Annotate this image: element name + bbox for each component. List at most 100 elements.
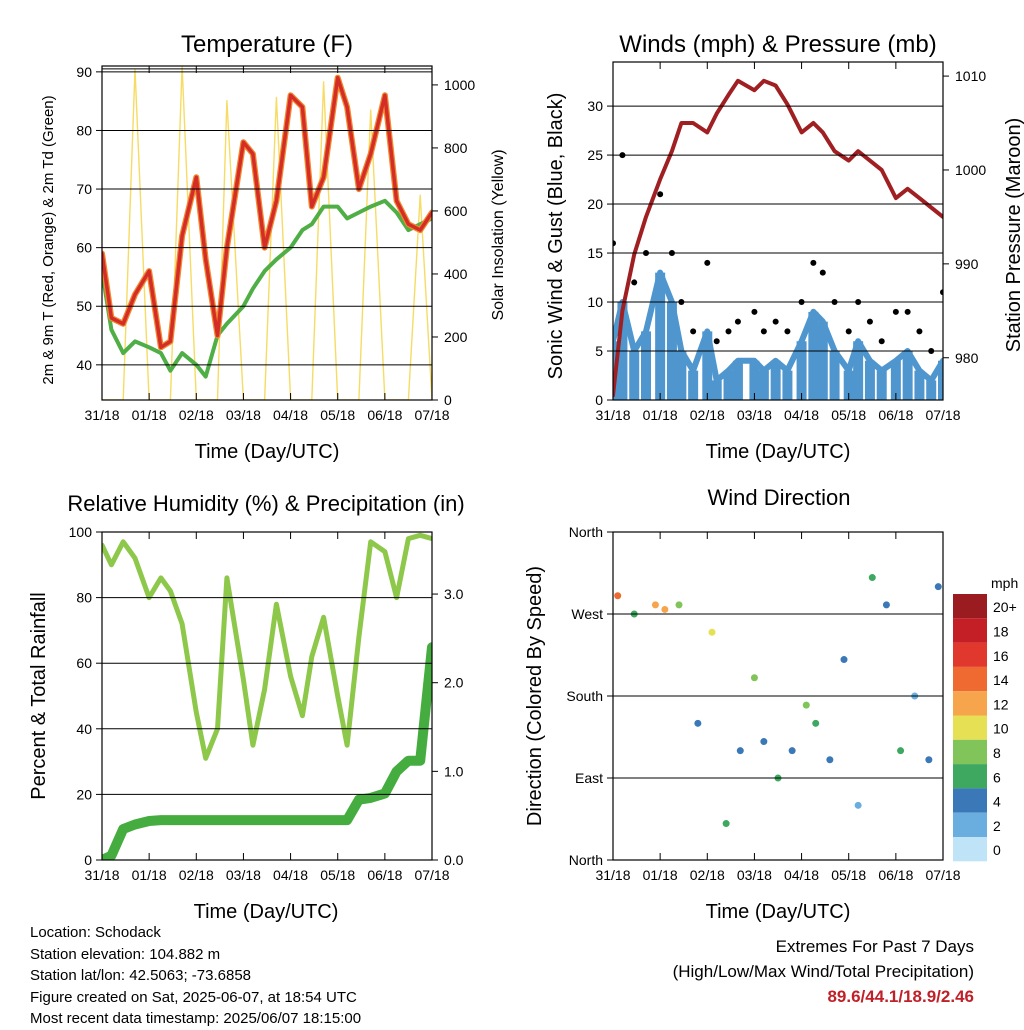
location-text: Location: Schodack — [30, 924, 161, 941]
legend-swatch — [953, 764, 987, 789]
latlon-text: Station lat/lon: 42.5063; -73.6858 — [30, 967, 252, 984]
temperature-y-tick-label: 90 — [76, 64, 92, 80]
frame-layer: 31/18 01/18 02/18 03/18 04/18 05/18 06/18 07/18… — [69, 61, 986, 883]
extremes-values: 89.6/44.1/18.9/2.46 — [827, 987, 974, 1006]
wind-gust-point — [819, 269, 826, 276]
created-text: Figure created on Sat, 2025-06-07, at 18… — [30, 988, 357, 1006]
temperature-x-tick-label: 01/18 — [132, 407, 167, 423]
temperature-y-right-tick-label: 600 — [444, 203, 468, 219]
wind-direction-point — [934, 583, 942, 591]
winds-y-right-tick-label: 1000 — [955, 162, 986, 178]
relative-humidity-line — [102, 532, 432, 761]
wind-gust-point — [690, 328, 697, 335]
winds-y-tick-label: 0 — [595, 392, 603, 408]
humidity-title: Relative Humidity (%) & Precipitation (i… — [67, 491, 464, 516]
wind-gust-point — [631, 279, 638, 286]
winds-xlabel: Time (Day/UTC) — [706, 441, 851, 463]
wind-speed-line — [613, 269, 943, 384]
wind-direction-point — [802, 701, 810, 709]
winds-y-tick-label: 20 — [587, 196, 603, 212]
wind-direction-point — [882, 601, 890, 609]
station-pressure-line — [613, 78, 943, 398]
humidity-ylabel: Percent & Total Rainfall — [28, 592, 50, 800]
temperature-x-tick-label: 05/18 — [320, 407, 355, 423]
wind-gust-point — [810, 259, 817, 266]
wind-gust-point — [916, 328, 923, 335]
recent-data-text: Most recent data timestamp: 2025/06/07 1… — [30, 1010, 362, 1027]
humidity-y-right-tick-label: 1.0 — [444, 763, 464, 779]
legend-label: 10 — [993, 721, 1009, 737]
direction-title: Wind Direction — [707, 485, 850, 510]
temperature-y-right-tick-label: 400 — [444, 266, 468, 282]
wind-gust-point — [704, 259, 711, 266]
legend-label: 0 — [993, 842, 1001, 858]
humidity-y-tick-label: 100 — [69, 524, 93, 540]
wind-gust-point — [760, 328, 767, 335]
humidity-x-tick-label: 07/18 — [414, 867, 449, 883]
humidity-y-right-tick-label: 2.0 — [444, 675, 464, 691]
elevation-text: Station elevation: 104.882 m — [30, 945, 221, 963]
humidity-x-tick-label: 03/18 — [226, 867, 261, 883]
wind-direction-point — [840, 656, 848, 664]
temperature-y-tick-label: 60 — [76, 240, 92, 256]
humidity-axes-frame — [101, 531, 433, 861]
wind-gust-point — [845, 328, 852, 335]
wind-gust-point — [734, 318, 741, 325]
extremes-box: Extremes For Past 7 Days (High/Low/Max W… — [673, 934, 974, 1009]
extremes-title: Extremes For Past 7 Days — [775, 937, 974, 956]
wind-direction-point — [736, 747, 744, 755]
temperature-y-right-tick-label: 200 — [444, 329, 468, 345]
legend-swatch — [953, 666, 987, 692]
temperature-x-tick-label: 06/18 — [367, 407, 402, 423]
wind-direction-point — [661, 605, 669, 613]
winds-y-tick-label: 10 — [587, 294, 603, 310]
humidity-y-tick-label: 40 — [76, 721, 92, 737]
direction-x-tick-label: 03/18 — [737, 867, 772, 883]
wind-direction-point — [750, 674, 758, 682]
humidity-y-tick-label: 80 — [76, 590, 92, 606]
legend-swatch — [953, 715, 987, 740]
humidity-x-tick-label: 01/18 — [132, 867, 167, 883]
direction-y-tick-label: North — [569, 852, 603, 868]
direction-y-tick-label: North — [569, 524, 603, 540]
plot-layer — [102, 66, 943, 860]
wind-gust-point — [657, 191, 664, 198]
wind-direction-point — [868, 574, 876, 582]
wind-direction-point — [788, 747, 796, 755]
wind-gust-point — [866, 318, 873, 325]
wind-gust-point — [878, 338, 885, 345]
wind-direction-point — [722, 820, 730, 828]
temp-9m-line — [102, 74, 432, 351]
winds-y-right-tick-label: 1010 — [955, 68, 986, 84]
winds-y-right-tick-label: 980 — [955, 350, 979, 366]
temperature-y-right-tick-label: 1000 — [444, 77, 475, 93]
total-precip-line — [102, 642, 432, 860]
temperature-ylabel-right: Solar Insolation (Yellow) — [490, 149, 507, 320]
legend-label: 6 — [993, 769, 1001, 785]
winds-y-tick-label: 25 — [587, 147, 603, 163]
winds-x-tick-label: 03/18 — [737, 407, 772, 423]
wind-direction-point — [651, 601, 659, 609]
temperature-plot-area — [102, 66, 432, 400]
legend-swatch — [953, 594, 987, 619]
winds-x-tick-label: 01/18 — [643, 407, 678, 423]
direction-plot-area — [614, 574, 942, 828]
speed-legend: mph 20+ 18 16 14 12 10 8 6 4 2 0 — [953, 575, 1018, 862]
temperature-xlabel: Time (Day/UTC) — [195, 441, 340, 463]
direction-x-tick-label: 02/18 — [690, 867, 725, 883]
direction-ylabel: Direction (Colored By Speed) — [524, 566, 546, 826]
wind-gust-point — [725, 328, 732, 335]
legend-swatch — [953, 642, 987, 667]
temperature-y-tick-label: 50 — [76, 298, 92, 314]
legend-label: 4 — [993, 794, 1001, 810]
temperature-x-tick-label: 04/18 — [273, 407, 308, 423]
direction-x-tick-label: 31/18 — [595, 867, 630, 883]
winds-plot-area — [613, 78, 943, 400]
wind-gust-point — [713, 338, 720, 345]
wind-gust-point — [892, 308, 899, 315]
wind-gust-point — [751, 308, 758, 315]
winds-x-tick-label: 04/18 — [784, 407, 819, 423]
winds-y-tick-label: 30 — [587, 98, 603, 114]
direction-x-tick-label: 01/18 — [643, 867, 678, 883]
direction-x-tick-label: 06/18 — [878, 867, 913, 883]
